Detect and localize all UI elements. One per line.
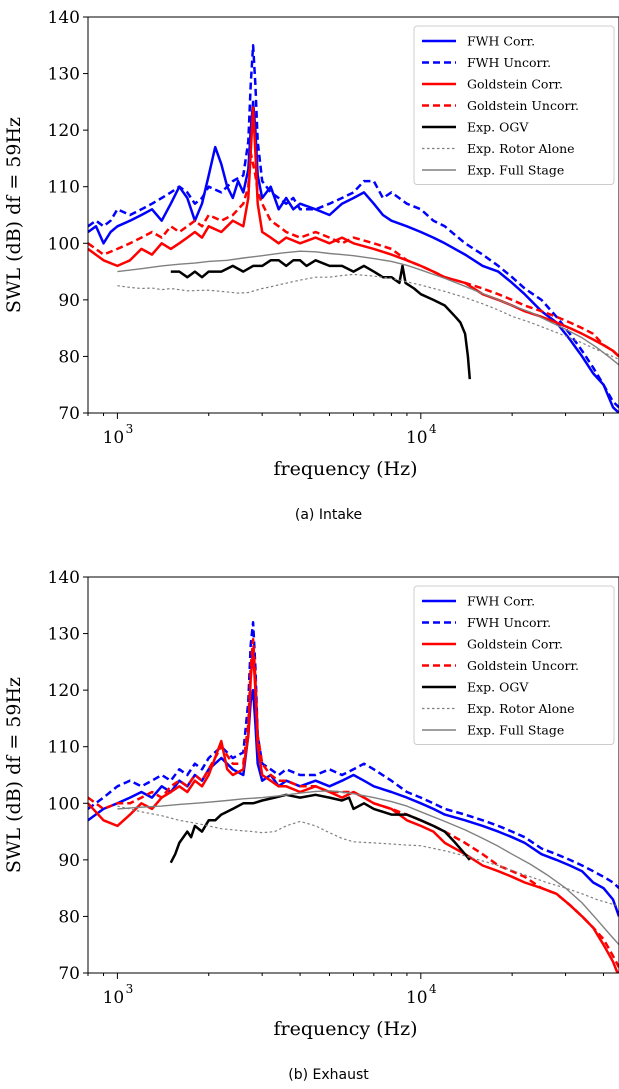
legend-entry: Exp. Rotor Alone: [467, 141, 575, 156]
series-line-exp-ogv: [170, 259, 472, 380]
legend-box: [413, 585, 615, 745]
y-tick-label: 90: [58, 291, 80, 311]
y-tick-label: 120: [48, 121, 80, 141]
series-line-exp-rotor-alone: [117, 273, 619, 360]
y-tick-label: 140: [48, 568, 80, 588]
legend-entry: Exp. OGV: [467, 680, 529, 695]
legend-entry: Exp. Full Stage: [467, 723, 564, 738]
x-axis-label: frequency (Hz): [273, 458, 417, 480]
series-line-goldstein-uncorr: [88, 151, 619, 358]
y-tick-label: 90: [58, 851, 80, 871]
x-tick-exponent: 4: [429, 422, 437, 436]
y-axis-label: SWL (dB) df = 59Hz: [3, 117, 25, 313]
plot-area: [88, 44, 619, 413]
plot-area: [88, 621, 619, 973]
series-line-exp-full-stage: [117, 250, 619, 366]
y-tick-label: 130: [48, 65, 80, 85]
y-tick-label: 80: [58, 907, 80, 927]
y-tick-label: 70: [58, 964, 80, 984]
legend-entry: FWH Uncorr.: [467, 615, 551, 630]
y-tick-label: 140: [48, 8, 80, 28]
legend-entry: Goldstein Corr.: [467, 637, 563, 652]
y-tick-label: 80: [58, 347, 80, 367]
x-tick-exponent: 4: [429, 982, 437, 996]
series-line-goldstein-corr: [88, 649, 619, 973]
legend-entry: Goldstein Uncorr.: [467, 98, 579, 113]
legend-entry: Exp. Full Stage: [467, 163, 564, 178]
y-tick-label: 130: [48, 625, 80, 645]
y-tick-label: 100: [48, 234, 80, 254]
legend-entry: Goldstein Corr.: [467, 77, 563, 92]
series-line-exp-ogv: [169, 793, 471, 864]
legend-entry: FWH Uncorr.: [467, 55, 551, 70]
legend-entry: Exp. OGV: [467, 120, 529, 135]
series-line-fwh-corr: [88, 100, 619, 413]
y-tick-label: 100: [48, 794, 80, 814]
x-tick-label: 10: [406, 428, 428, 448]
series-line-fwh-uncorr: [88, 44, 619, 409]
y-tick-label: 120: [48, 681, 80, 701]
x-tick-label: 10: [103, 428, 125, 448]
x-tick-label: 10: [103, 988, 125, 1008]
series-line-goldstein-corr: [88, 106, 619, 358]
figure-caption: (a) Intake: [295, 507, 362, 523]
legend-box: [413, 25, 615, 185]
x-tick-label: 10: [406, 988, 428, 1008]
series-line-goldstein-uncorr: [88, 637, 619, 968]
x-axis-label: frequency (Hz): [273, 1018, 417, 1040]
x-tick-exponent: 3: [126, 422, 134, 436]
series-line-exp-full-stage: [117, 790, 619, 946]
y-tick-label: 110: [48, 178, 80, 198]
legend-entry: FWH Corr.: [467, 34, 535, 49]
legend: FWH Corr. FWH Uncorr. Goldstein Corr. Golds…: [413, 25, 615, 185]
series-line-exp-rotor-alone: [117, 805, 619, 907]
x-tick-exponent: 3: [126, 982, 134, 996]
legend-entry: FWH Corr.: [467, 594, 535, 609]
y-tick-label: 70: [58, 404, 80, 424]
figure-caption: (b) Exhaust: [288, 1067, 369, 1083]
y-axis-label: SWL (dB) df = 59Hz: [3, 677, 25, 873]
legend: FWH Corr. FWH Uncorr. Goldstein Corr. Golds…: [413, 585, 615, 745]
legend-entry: Exp. Rotor Alone: [467, 701, 575, 716]
legend-entry: Goldstein Uncorr.: [467, 658, 579, 673]
y-tick-label: 110: [48, 738, 80, 758]
series-line-fwh-uncorr: [88, 621, 619, 890]
